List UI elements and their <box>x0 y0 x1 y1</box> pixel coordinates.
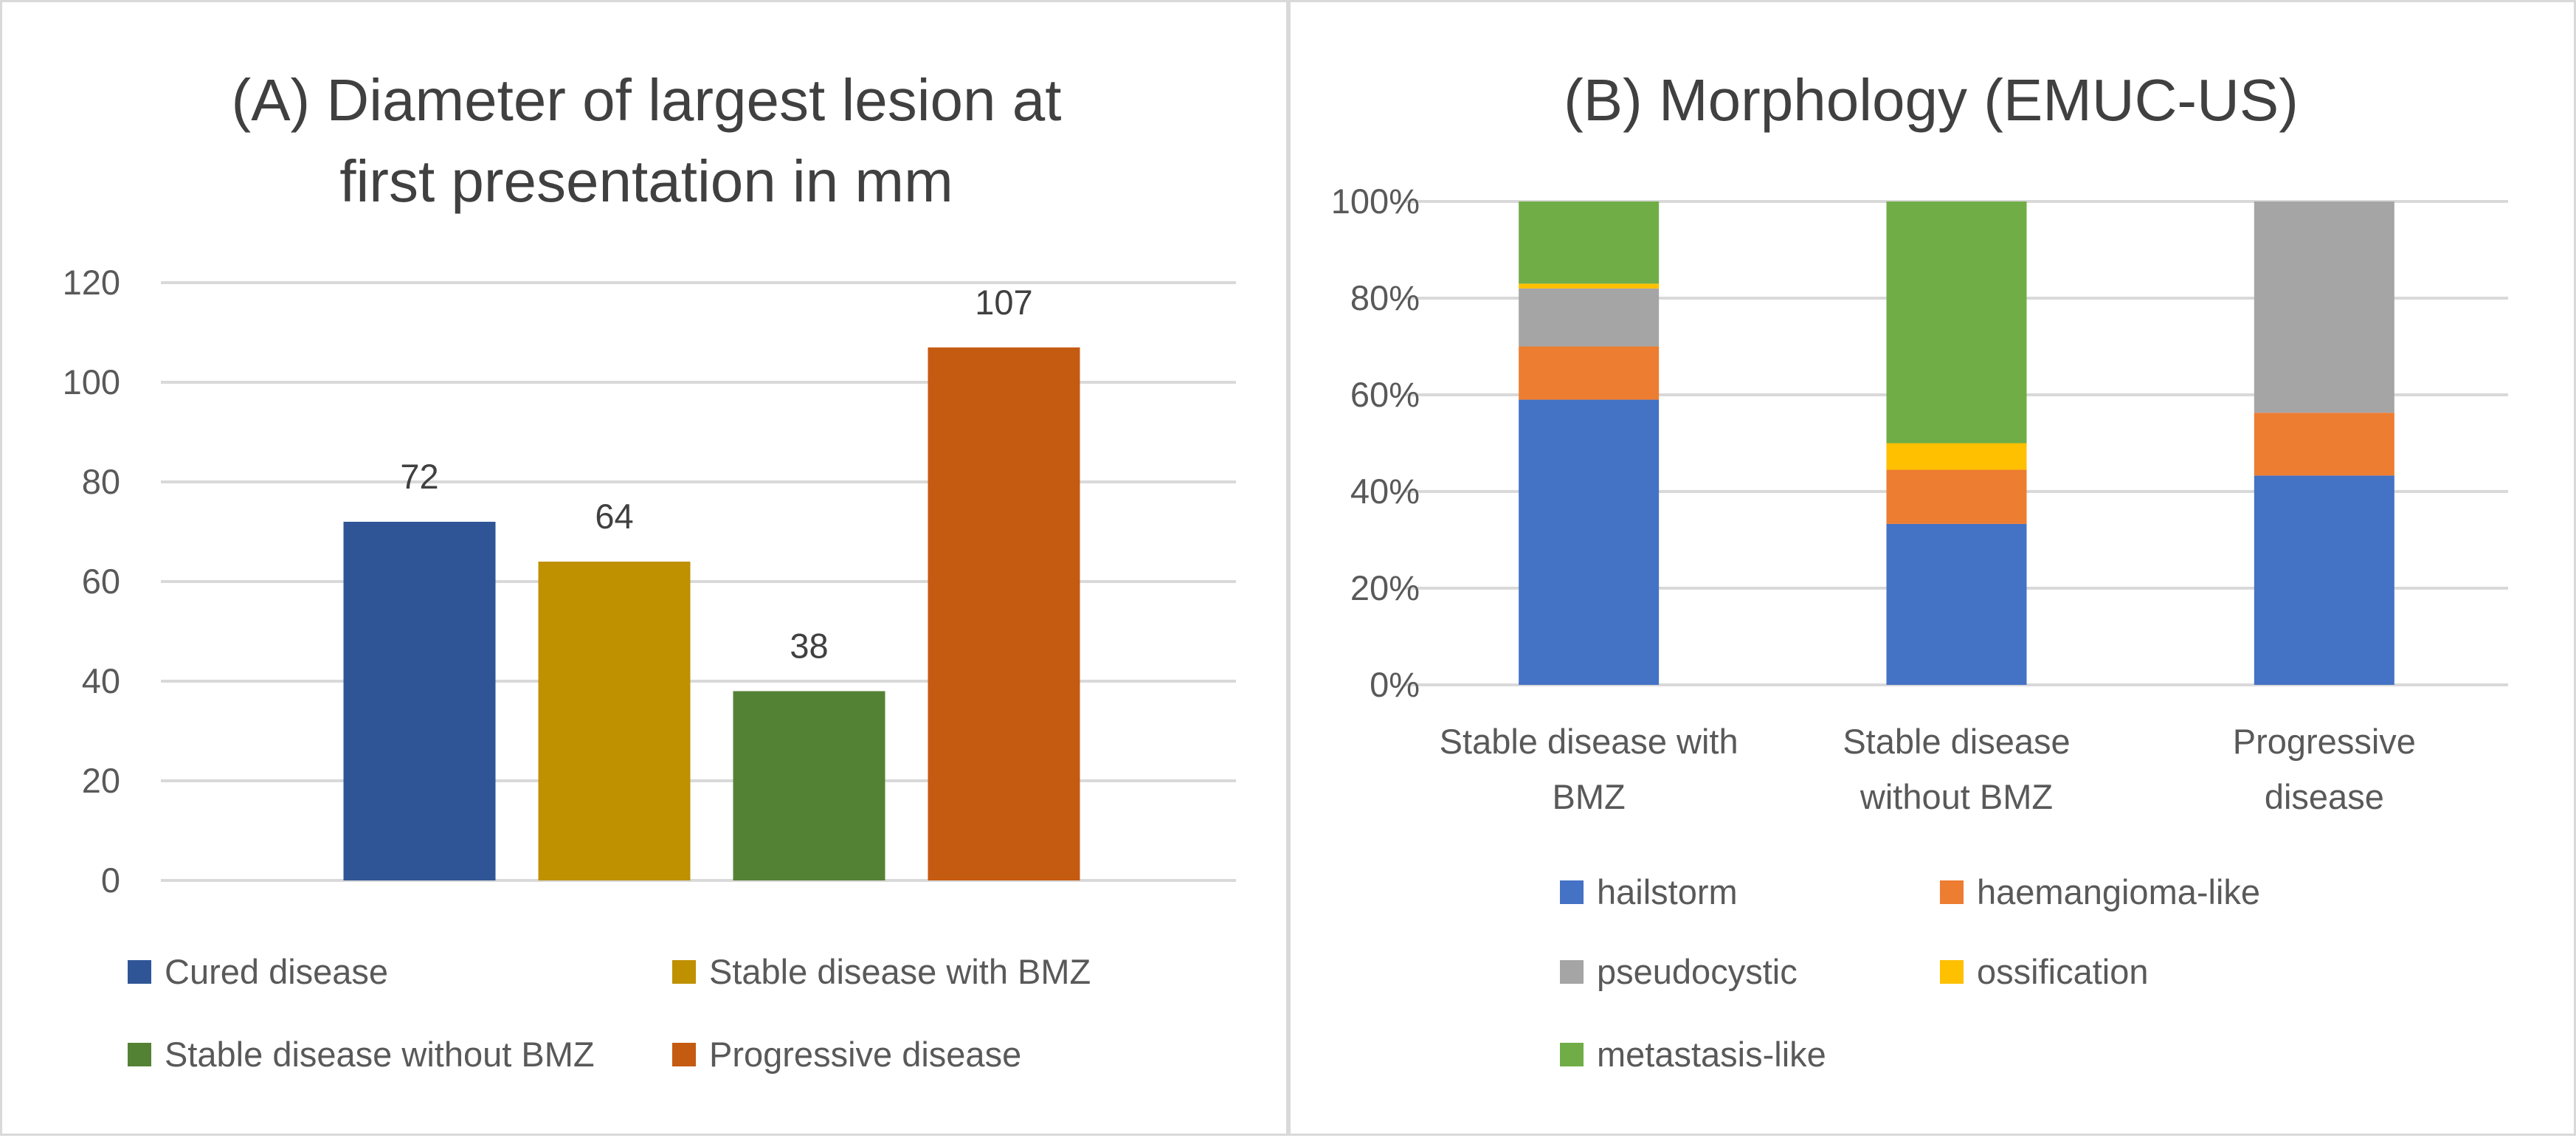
bar-1 <box>343 522 496 880</box>
bar-4 <box>928 347 1080 880</box>
y-tick-label: 20 <box>82 761 120 800</box>
legend-entry: Cured disease <box>165 952 388 991</box>
x-tick-label: Stable disease <box>1843 722 2070 761</box>
bar-segment-metastasis-like <box>1519 201 1660 284</box>
bar-segment-hailstorm <box>1519 399 1660 685</box>
bar-segment-ossification <box>1886 443 2027 470</box>
x-tick-label: disease <box>2265 777 2384 816</box>
data-label: 64 <box>595 497 633 536</box>
data-label: 72 <box>400 457 438 496</box>
y-tick-label: 60 <box>82 562 120 601</box>
chart-panel-b: 0% 20% 40% 60% 80% 100% Stable disease with BM… <box>1288 0 2576 1136</box>
bar-segment-haemangioma-like <box>1886 469 2027 524</box>
bar-segment-haemangioma-like <box>1519 346 1660 400</box>
bar-segment-haemangioma-like <box>2254 413 2394 476</box>
chart-a-title-line-2: first presentation in mm <box>339 148 953 214</box>
x-tick-label: Progressive <box>2233 722 2416 761</box>
bar-segment-pseudocystic <box>2254 201 2394 413</box>
legend-entry: pseudocystic <box>1597 952 1798 991</box>
bar-segment-pseudocystic <box>1519 288 1660 347</box>
y-tick-label: 100% <box>1331 182 1420 221</box>
legend-entry: Progressive disease <box>709 1035 1021 1074</box>
data-label: 107 <box>975 283 1032 322</box>
chart-b-title: (B) Morphology (EMUC-US) <box>1564 67 2299 133</box>
bar-2 <box>538 562 691 880</box>
y-tick-label: 60% <box>1350 375 1420 414</box>
legend-swatch <box>128 960 151 984</box>
legend-swatch <box>1560 1043 1584 1066</box>
legend-entry: Stable disease with BMZ <box>709 952 1091 991</box>
y-tick-label: 0 <box>101 861 120 900</box>
y-tick-label: 100 <box>63 362 120 401</box>
legend-entry: Stable disease without BMZ <box>165 1035 595 1074</box>
y-tick-label: 80 <box>82 462 120 501</box>
y-tick-label: 0% <box>1370 665 1420 704</box>
bar-3 <box>733 691 885 880</box>
bar-segment-hailstorm <box>1886 523 2027 685</box>
legend-entry: metastasis-like <box>1597 1035 1826 1074</box>
x-tick-label: without BMZ <box>1860 777 2053 816</box>
bar-segment-metastasis-like <box>1886 201 2027 444</box>
legend-entry: hailstorm <box>1597 872 1738 911</box>
y-tick-label: 20% <box>1350 568 1420 607</box>
legend-swatch <box>1940 880 1964 904</box>
x-tick-label: BMZ <box>1553 777 1626 816</box>
x-tick-label: Stable disease with <box>1440 722 1738 761</box>
chart-a-title-line-1: (A) Diameter of largest lesion at <box>232 67 1062 133</box>
chart-b-svg: 0% 20% 40% 60% 80% 100% Stable disease with BM… <box>1331 67 2508 1074</box>
legend-entry: ossification <box>1977 952 2149 991</box>
y-tick-label: 120 <box>63 263 120 302</box>
data-label: 38 <box>790 627 828 666</box>
legend-swatch <box>128 1043 151 1066</box>
y-tick-label: 40 <box>82 661 120 700</box>
y-tick-label: 40% <box>1350 472 1420 511</box>
bar-segment-hailstorm <box>2254 475 2394 685</box>
legend-entry: haemangioma-like <box>1977 872 2260 911</box>
legend-swatch <box>1560 880 1584 904</box>
legend-swatch <box>672 1043 696 1066</box>
legend-swatch <box>672 960 696 984</box>
legend-swatch <box>1560 960 1584 984</box>
bar-segment-ossification <box>1519 283 1660 289</box>
y-tick-label: 80% <box>1350 278 1420 317</box>
chart-a-svg: 0 20 40 60 80 100 120 72 64 38 107 (A) Diameter o… <box>63 67 1236 1074</box>
legend-swatch <box>1940 960 1964 984</box>
chart-panel-a: 0 20 40 60 80 100 120 72 64 38 107 (A) Diameter o… <box>0 0 1288 1136</box>
